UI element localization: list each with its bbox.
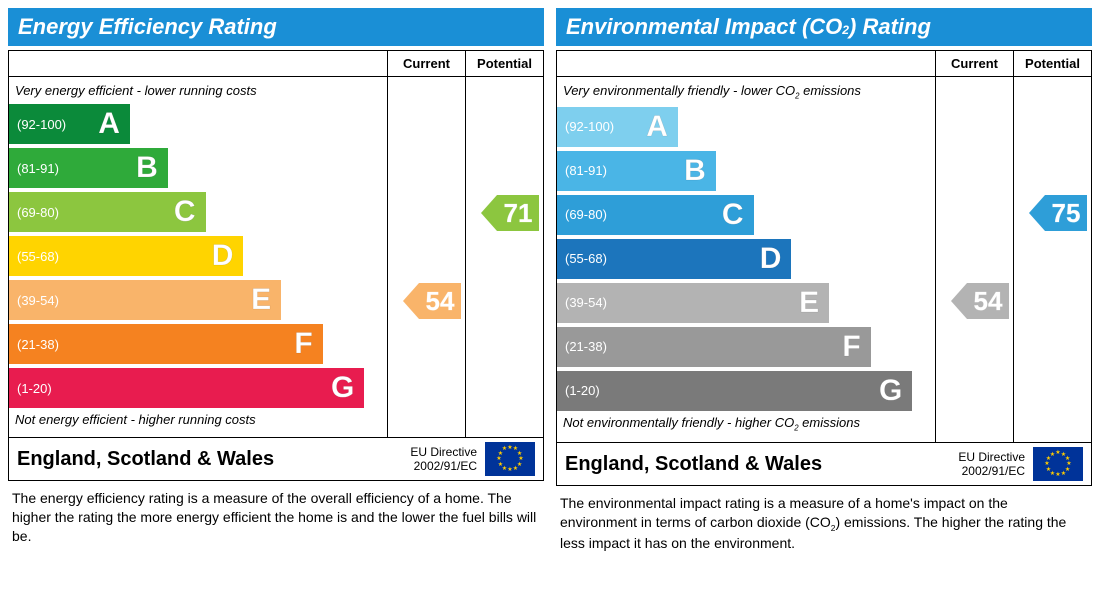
top-caption: Very energy efficient - lower running co… xyxy=(9,81,387,102)
rating-arrow: 54 xyxy=(403,283,461,319)
energy-efficiency-panel: Energy Efficiency Rating Current Potenti… xyxy=(8,8,544,553)
footer-row: England, Scotland & Wales EU Directive20… xyxy=(557,442,1091,485)
band-row-E: (39-54) E xyxy=(9,278,387,322)
chart-body: Very energy efficient - lower running co… xyxy=(9,77,543,437)
band-range: (39-54) xyxy=(9,293,59,308)
band-row-E: (39-54) E xyxy=(557,281,935,325)
footer-row: England, Scotland & Wales EU Directive20… xyxy=(9,437,543,480)
band-bar: (21-38) F xyxy=(557,327,871,367)
country-label: England, Scotland & Wales xyxy=(17,448,402,471)
chart-body: Very environmentally friendly - lower CO… xyxy=(557,77,1091,442)
band-bar: (39-54) E xyxy=(557,283,829,323)
band-row-C: (69-80) C xyxy=(557,193,935,237)
directive-label: EU Directive2002/91/EC xyxy=(958,450,1025,479)
band-range: (1-20) xyxy=(9,381,52,396)
rating-arrow: 54 xyxy=(951,283,1009,319)
current-column: 54 xyxy=(387,77,465,437)
chart-header: Current Potential xyxy=(9,51,543,77)
band-bar: (21-38) F xyxy=(9,324,323,364)
environmental-impact-panel: Environmental Impact (CO2) Rating Curren… xyxy=(556,8,1092,553)
band-range: (21-38) xyxy=(557,339,607,354)
band-range: (55-68) xyxy=(9,249,59,264)
band-range: (81-91) xyxy=(557,163,607,178)
band-range: (92-100) xyxy=(9,117,66,132)
band-row-A: (92-100) A xyxy=(557,105,935,149)
band-row-B: (81-91) B xyxy=(9,146,387,190)
potential-column: 71 xyxy=(465,77,543,437)
bottom-caption: Not energy efficient - higher running co… xyxy=(9,410,387,431)
chart-header: Current Potential xyxy=(557,51,1091,77)
band-letter: B xyxy=(136,151,158,185)
band-bar: (92-100) A xyxy=(557,107,678,147)
directive-label: EU Directive2002/91/EC xyxy=(410,445,477,474)
eu-flag-icon: ★★★★★★★★★★★★ xyxy=(1033,447,1083,481)
band-row-B: (81-91) B xyxy=(557,149,935,193)
col-current: Current xyxy=(387,51,465,76)
band-bar: (81-91) B xyxy=(557,151,716,191)
current-column: 54 xyxy=(935,77,1013,442)
band-row-D: (55-68) D xyxy=(557,237,935,281)
band-row-G: (1-20) G xyxy=(9,366,387,410)
col-potential: Potential xyxy=(1013,51,1091,76)
rating-arrow: 71 xyxy=(481,195,539,231)
panel-title: Energy Efficiency Rating xyxy=(8,8,544,46)
band-bar: (1-20) G xyxy=(9,368,364,408)
band-row-F: (21-38) F xyxy=(9,322,387,366)
bottom-caption: Not environmentally friendly - higher CO… xyxy=(557,413,935,437)
band-bar: (55-68) D xyxy=(557,239,791,279)
band-letter: G xyxy=(879,374,902,408)
band-row-A: (92-100) A xyxy=(9,102,387,146)
band-letter: G xyxy=(331,371,354,405)
band-bar: (69-80) C xyxy=(9,192,206,232)
band-letter: A xyxy=(646,110,668,144)
band-range: (92-100) xyxy=(557,119,614,134)
epc-charts: Energy Efficiency Rating Current Potenti… xyxy=(8,8,1092,553)
col-current: Current xyxy=(935,51,1013,76)
band-letter: C xyxy=(722,198,744,232)
eu-flag-icon: ★★★★★★★★★★★★ xyxy=(485,442,535,476)
rating-arrow: 75 xyxy=(1029,195,1087,231)
band-letter: C xyxy=(174,195,196,229)
band-bar: (69-80) C xyxy=(557,195,754,235)
band-range: (69-80) xyxy=(557,207,607,222)
band-row-F: (21-38) F xyxy=(557,325,935,369)
band-bar: (39-54) E xyxy=(9,280,281,320)
band-range: (81-91) xyxy=(9,161,59,176)
band-letter: F xyxy=(294,327,312,361)
band-letter: E xyxy=(251,283,271,317)
panel-description: The energy efficiency rating is a measur… xyxy=(8,481,544,546)
top-caption: Very environmentally friendly - lower CO… xyxy=(557,81,935,105)
band-range: (69-80) xyxy=(9,205,59,220)
band-letter: B xyxy=(684,154,706,188)
country-label: England, Scotland & Wales xyxy=(565,453,950,476)
potential-column: 75 xyxy=(1013,77,1091,442)
band-bar: (55-68) D xyxy=(9,236,243,276)
band-range: (39-54) xyxy=(557,295,607,310)
chart-box: Current Potential Very energy efficient … xyxy=(8,50,544,481)
chart-box: Current Potential Very environmentally f… xyxy=(556,50,1092,486)
col-potential: Potential xyxy=(465,51,543,76)
band-letter: D xyxy=(212,239,234,273)
band-range: (1-20) xyxy=(557,383,600,398)
band-row-G: (1-20) G xyxy=(557,369,935,413)
band-range: (55-68) xyxy=(557,251,607,266)
band-bar: (81-91) B xyxy=(9,148,168,188)
panel-description: The environmental impact rating is a mea… xyxy=(556,486,1092,553)
band-bar: (1-20) G xyxy=(557,371,912,411)
band-row-C: (69-80) C xyxy=(9,190,387,234)
band-letter: E xyxy=(799,286,819,320)
band-letter: A xyxy=(98,107,120,141)
band-range: (21-38) xyxy=(9,337,59,352)
band-letter: D xyxy=(760,242,782,276)
bands-column: Very environmentally friendly - lower CO… xyxy=(557,77,935,442)
bands-column: Very energy efficient - lower running co… xyxy=(9,77,387,437)
band-row-D: (55-68) D xyxy=(9,234,387,278)
panel-title: Environmental Impact (CO2) Rating xyxy=(556,8,1092,46)
band-letter: F xyxy=(842,330,860,364)
band-bar: (92-100) A xyxy=(9,104,130,144)
